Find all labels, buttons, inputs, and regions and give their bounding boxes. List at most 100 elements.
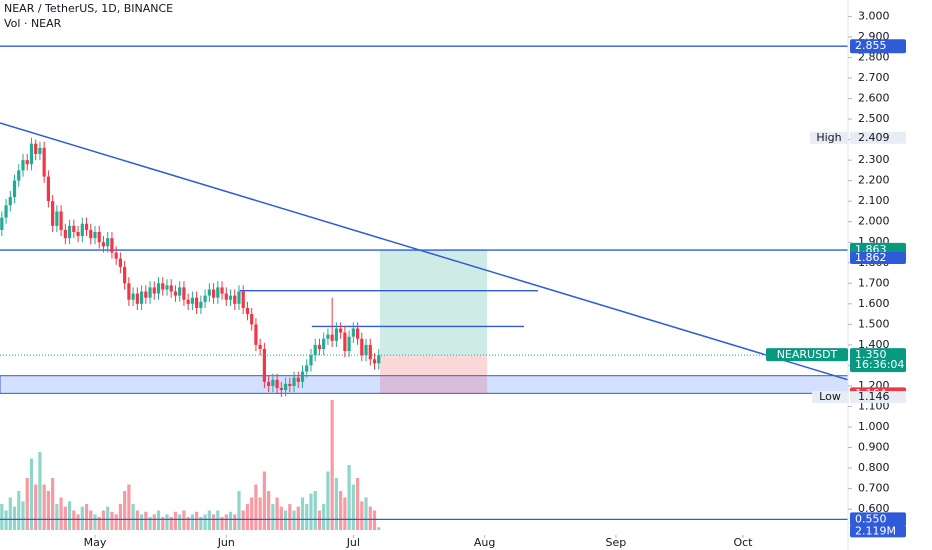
candle-body (360, 338, 364, 356)
candle-body (173, 291, 178, 296)
candle-body (271, 379, 275, 386)
candle-body (165, 285, 169, 290)
candle-body (313, 344, 317, 356)
volume-bar (173, 511, 178, 530)
candle-body (283, 383, 288, 391)
x-tick-label: Jun (217, 536, 235, 549)
x-tick-label: Sep (606, 536, 627, 549)
candle-body (161, 283, 165, 290)
volume-bar (101, 510, 106, 530)
volume-bar (67, 501, 72, 530)
candle-body (317, 344, 322, 350)
candle-body (93, 231, 97, 239)
y-tick-label: 1.500 (858, 317, 890, 330)
candle-body (169, 285, 173, 292)
volume-bar (135, 510, 139, 530)
volume-bar (360, 501, 364, 530)
candle-body (0, 217, 4, 230)
candle-body (12, 180, 17, 198)
volume-bar (190, 514, 195, 530)
countdown: 16:36:04 (855, 358, 904, 371)
candle-body (25, 160, 29, 165)
volume-bar (4, 510, 8, 530)
chart-title: NEAR / TetherUS, 1D, BINANCE (4, 2, 173, 15)
candle-body (334, 328, 338, 341)
candle-body (288, 383, 292, 386)
volume-bar (207, 510, 211, 530)
volume-bar (156, 510, 161, 530)
volume-bar (317, 510, 322, 530)
candle-body (245, 307, 250, 315)
volume-bar (233, 514, 237, 530)
y-tick-label: 3.000 (858, 9, 890, 22)
candle-body (114, 252, 118, 259)
volume-bar (51, 478, 55, 530)
volume-bar (224, 514, 228, 530)
candle-body (55, 211, 59, 226)
line-badge-label: 1.862 (855, 251, 887, 264)
volume-bar (93, 514, 97, 530)
candle-body (258, 344, 262, 350)
volume-bar (12, 506, 17, 530)
candle-body (51, 201, 55, 226)
volume-bar (46, 491, 51, 530)
candle-body (148, 287, 152, 298)
x-tick-label: Aug (474, 536, 495, 549)
candle-body (84, 223, 89, 230)
candle-body (203, 295, 207, 302)
volume-bar (34, 484, 38, 530)
volume-bar (38, 452, 42, 530)
volume-bar (127, 484, 131, 530)
volume-bar (313, 491, 317, 530)
position-stop (380, 355, 488, 394)
y-tick-label: 2.500 (858, 112, 890, 125)
candle-body (368, 344, 372, 360)
candle-body (292, 377, 296, 386)
candle-body (343, 332, 347, 352)
volume-bar (199, 517, 203, 530)
volume-bar (97, 517, 101, 530)
candle-body (97, 231, 101, 243)
volume-bar (106, 506, 110, 530)
volume-bar (211, 514, 216, 530)
volume-bar (17, 491, 21, 530)
candle-body (309, 355, 313, 366)
volume-bar (334, 478, 338, 530)
volume-bar (0, 504, 4, 530)
candle-body (262, 349, 266, 382)
y-tick-label: 2.000 (858, 215, 890, 228)
candle-body (267, 381, 271, 386)
price-axis (848, 0, 932, 550)
y-tick-label: 0.600 (858, 502, 890, 515)
volume-bar (42, 484, 46, 530)
candle-body (101, 242, 106, 247)
candle-body (339, 328, 343, 333)
volume-bar (241, 510, 245, 530)
candle-body (42, 147, 46, 177)
candle-body (135, 293, 139, 304)
volume-bar (29, 458, 34, 530)
candle-body (364, 344, 368, 356)
candle-body (190, 297, 195, 304)
volume-bar (25, 478, 29, 530)
high-text: High (816, 131, 841, 144)
y-tick-label: 2.300 (858, 153, 890, 166)
volume-bar (195, 511, 199, 530)
y-tick-label: 2.100 (858, 194, 890, 207)
candle-body (233, 295, 237, 304)
y-tick-label: 2.200 (858, 174, 890, 187)
low-value-badge (850, 391, 906, 404)
line-badge (850, 252, 906, 265)
subtitle: Vol · NEAR (4, 17, 62, 30)
volume-bar (368, 506, 372, 530)
volume-bar (169, 517, 173, 530)
low-value: 1.146 (858, 390, 890, 403)
volume-badge-label: 2.119M (855, 524, 896, 537)
volume-bar (339, 491, 343, 530)
y-tick-label: 1.600 (858, 297, 890, 310)
volume-bar (288, 504, 292, 530)
volume-bar (220, 517, 224, 530)
volume-bar (110, 511, 114, 530)
volume-bar (216, 510, 220, 530)
